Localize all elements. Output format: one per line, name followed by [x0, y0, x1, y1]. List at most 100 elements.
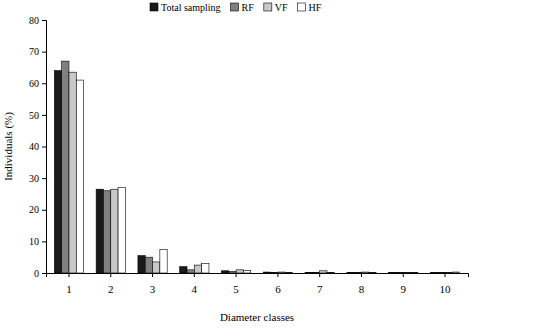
legend-swatch: [150, 3, 158, 11]
bar: [145, 257, 152, 273]
bar: [153, 262, 160, 273]
bar: [62, 61, 69, 273]
x-tick: 2: [108, 273, 114, 295]
x-tick-mark: [194, 273, 195, 277]
bar: [138, 256, 145, 273]
x-tick: 5: [233, 273, 239, 295]
bar: [445, 272, 452, 273]
bar: [278, 272, 285, 273]
y-tick-mark: [42, 273, 46, 274]
x-tick-mark: [236, 273, 237, 277]
y-tick-label: 70: [29, 46, 39, 57]
legend-swatch: [231, 3, 239, 11]
bar: [194, 265, 201, 273]
x-tick-label: 2: [108, 283, 114, 295]
x-axis: 1 2 3 4 5 6 7 8 9 10: [47, 273, 469, 295]
y-tick-label: 60: [29, 78, 39, 89]
y-tick-mark: [42, 178, 46, 179]
legend-label: VF: [275, 2, 288, 13]
bar: [160, 249, 167, 273]
x-axis-line: [47, 274, 469, 278]
x-tick: 6: [275, 273, 281, 295]
y-tick-label: 0: [34, 268, 39, 279]
x-tick-label: 4: [192, 283, 198, 295]
plot-area: 0 10 20 30 40 50 60 70 80 1 2 3 4 5 6 7 8 9 10: [29, 15, 469, 296]
x-tick-label: 5: [233, 283, 239, 295]
x-tick-label: 3: [150, 283, 156, 295]
x-tick-mark: [277, 273, 278, 277]
x-tick-mark: [319, 273, 320, 277]
y-tick-mark: [42, 210, 46, 211]
bar: [320, 271, 327, 273]
bar: [111, 189, 118, 273]
y-tick-mark: [42, 147, 46, 148]
bar: [430, 272, 437, 273]
y-axis-title: Individuals (%): [2, 112, 15, 181]
bar: [389, 272, 396, 273]
x-tick-mark: [110, 273, 111, 277]
x-tick-label: 10: [440, 283, 452, 295]
y-tick-mark: [42, 52, 46, 53]
x-tick: 8: [359, 273, 365, 295]
y-tick-mark: [42, 83, 46, 84]
x-tick: 3: [150, 273, 156, 295]
legend-label: Total sampling: [161, 2, 221, 13]
y-axis-line: [42, 21, 47, 274]
bar: [411, 272, 418, 273]
bar: [187, 270, 194, 273]
x-tick-label: 7: [317, 283, 323, 295]
bar: [221, 271, 228, 273]
y-axis: 0 10 20 30 40 50 60 70 80: [29, 15, 47, 279]
x-tick-mark: [68, 273, 69, 277]
bar: [54, 71, 61, 273]
x-tick: 1: [66, 273, 72, 295]
bar: [305, 272, 312, 273]
legend-swatch: [264, 3, 272, 11]
x-tick-mark: [361, 273, 362, 277]
y-tick-label: 30: [29, 173, 39, 184]
x-tick: 4: [192, 273, 198, 295]
x-tick: 10: [440, 273, 452, 295]
bar: [243, 270, 250, 273]
y-tick-mark: [42, 115, 46, 116]
chart-container: 0 10 20 30 40 50 60 70 80 1 2 3 4 5 6 7 8 9 10 Diameter cla…: [0, 0, 560, 333]
bar: [103, 191, 110, 273]
bars: [54, 61, 459, 273]
bar: [271, 272, 278, 273]
y-tick: 40: [29, 141, 46, 152]
bar: [369, 272, 376, 273]
y-tick: 70: [29, 46, 46, 57]
x-axis-title: Diameter classes: [220, 311, 294, 323]
bar: [229, 271, 236, 273]
bar: [396, 272, 403, 273]
y-tick-mark: [42, 241, 46, 242]
bar: [285, 272, 292, 273]
y-tick-mark: [42, 20, 46, 21]
y-tick-label: 40: [29, 141, 39, 152]
y-tick-label: 10: [29, 236, 39, 247]
y-tick: 80: [29, 15, 46, 26]
x-tick: 7: [317, 273, 323, 295]
x-tick-mark: [152, 273, 153, 277]
x-tick-label: 8: [359, 283, 365, 295]
chart-svg: 0 10 20 30 40 50 60 70 80 1 2 3 4 5 6 7 8 9 10 Diameter cla…: [0, 0, 560, 333]
y-tick: 20: [29, 204, 46, 215]
y-tick: 10: [29, 236, 46, 247]
bar: [438, 272, 445, 273]
x-tick-label: 6: [275, 283, 281, 295]
y-tick: 60: [29, 78, 46, 89]
y-tick-label: 80: [29, 15, 39, 26]
bar: [452, 272, 459, 273]
bar: [354, 272, 361, 273]
legend-label: HF: [309, 2, 322, 13]
bar: [361, 272, 368, 273]
y-tick: 50: [29, 110, 46, 121]
bar: [312, 272, 319, 273]
y-tick-label: 50: [29, 110, 39, 121]
x-tick: 9: [400, 273, 406, 295]
bar: [236, 270, 243, 273]
bar: [69, 72, 76, 273]
x-tick-label: 9: [400, 283, 406, 295]
y-tick-label: 20: [29, 204, 39, 215]
bar: [118, 188, 125, 273]
